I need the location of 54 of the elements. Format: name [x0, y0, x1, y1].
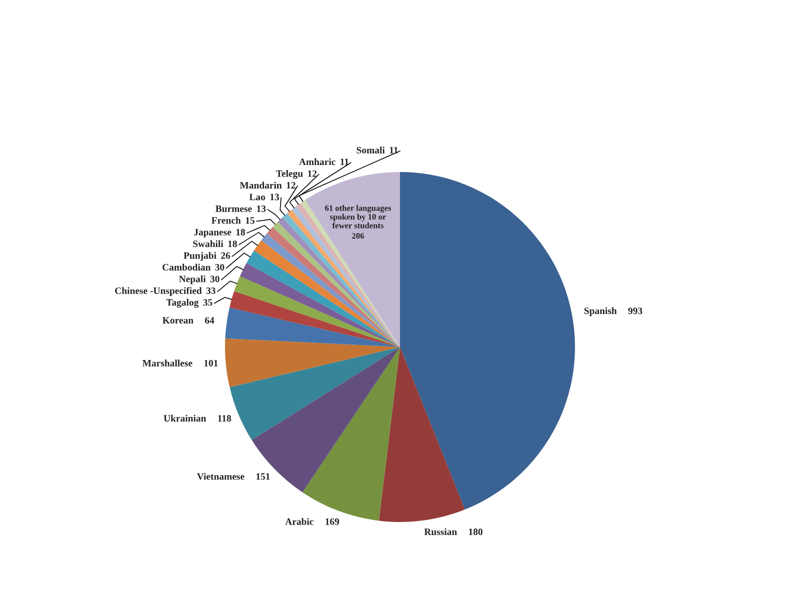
data-label: 11: [340, 158, 349, 166]
data-label: 18: [228, 240, 237, 248]
pie-slice: [240, 263, 400, 347]
slice-label: Punjabi: [184, 252, 216, 261]
pie-slice: [225, 338, 400, 388]
data-label: 33: [206, 287, 216, 294]
slice-label: Vietnamese: [196, 472, 244, 480]
pie-slice: [400, 172, 575, 510]
slice-label: Russian: [424, 528, 457, 536]
data-label: 169: [326, 518, 340, 525]
pie-slice: [378, 347, 465, 522]
data-label: 35: [203, 299, 212, 306]
data-label: 13: [270, 194, 280, 200]
pie-slice: [230, 347, 400, 440]
slice-label: Arabic: [285, 518, 314, 525]
slice-label: Chinese -Unspecified: [115, 287, 202, 296]
slice-label: 61 other languages spoken by 10 or fewer students: [325, 204, 392, 228]
pie-slice: [234, 276, 400, 347]
pie-slice: [230, 291, 400, 347]
data-label: 15: [246, 217, 254, 224]
data-label: 12: [286, 182, 296, 188]
slice-label: Tagalog: [166, 298, 199, 308]
slice-label: Mandarin: [240, 182, 282, 189]
data-label: 118: [218, 415, 232, 422]
slice-label: Swahili: [193, 240, 224, 248]
data-label: 180: [469, 528, 482, 536]
slice-label: Nepali: [179, 275, 206, 284]
data-label: 64: [204, 317, 214, 324]
pie-slice: [305, 172, 400, 347]
data-label: 13: [257, 205, 266, 212]
slice-label: Somali: [356, 146, 385, 154]
slice-label: Korean: [162, 317, 194, 324]
slice-label: Japanese: [194, 228, 232, 238]
slice-label: Cambodian: [162, 264, 211, 271]
pie-slice: [252, 347, 400, 492]
slice-label: Lao: [249, 194, 266, 200]
slice-label: Amharic: [299, 158, 336, 166]
data-label: 26: [221, 252, 230, 259]
data-label: 30: [210, 276, 220, 282]
slice-label: Spanish: [584, 307, 617, 316]
data-label: 101: [204, 360, 218, 366]
slice-label: Burmese: [216, 206, 252, 212]
data-label: 12: [308, 170, 317, 177]
pie-slice: [225, 308, 400, 347]
data-label: 18: [236, 228, 246, 236]
data-label: 11: [390, 146, 398, 154]
slice-label: Telegu: [276, 170, 303, 179]
data-label: 151: [256, 473, 270, 480]
data-label: 993: [628, 308, 642, 314]
slice-label: Ukrainian: [164, 414, 206, 422]
data-label: 206: [352, 233, 364, 239]
data-label: 30: [215, 264, 224, 271]
slice-label: French: [212, 216, 241, 224]
slice-label: Marshallese: [142, 360, 192, 366]
